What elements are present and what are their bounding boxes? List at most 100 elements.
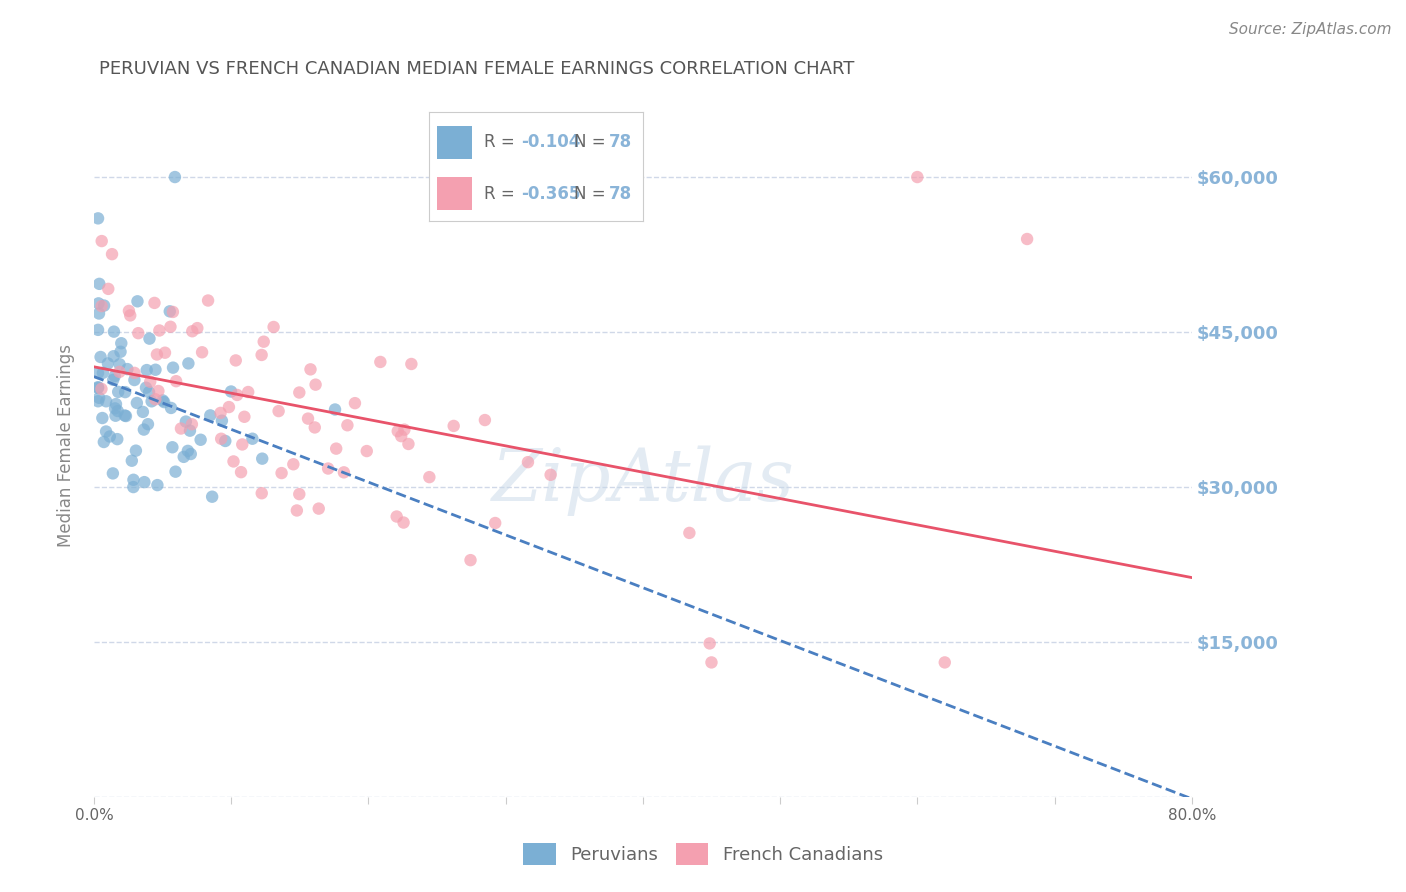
Point <box>333 466 356 480</box>
Point <box>108 365 131 379</box>
Point <box>107 404 129 418</box>
Point <box>343 396 366 410</box>
Point <box>304 377 326 392</box>
Point <box>222 454 245 468</box>
Point <box>540 467 562 482</box>
Point <box>89 391 111 405</box>
Point <box>141 394 163 409</box>
Point <box>122 473 145 487</box>
Point <box>180 447 202 461</box>
Point <box>127 294 149 309</box>
Point <box>170 421 193 435</box>
Point <box>174 415 197 429</box>
Point <box>120 309 142 323</box>
Point <box>93 435 115 450</box>
Point <box>98 429 121 443</box>
Point <box>139 375 162 389</box>
Point <box>392 516 415 530</box>
Point <box>148 323 170 337</box>
Point <box>138 332 160 346</box>
Point <box>418 470 440 484</box>
Legend: Peruvians, French Canadians: Peruvians, French Canadians <box>515 834 891 874</box>
Point <box>105 432 128 446</box>
Point <box>153 345 176 359</box>
Point <box>87 366 110 380</box>
Point <box>101 467 124 481</box>
Point <box>242 432 264 446</box>
Point <box>136 417 159 432</box>
Point <box>121 454 143 468</box>
Point <box>700 656 723 670</box>
Point <box>297 411 319 425</box>
Point <box>146 478 169 492</box>
Point <box>160 401 183 415</box>
Point <box>94 394 117 409</box>
Y-axis label: Median Female Earnings: Median Female Earnings <box>58 344 75 547</box>
Point <box>87 381 110 395</box>
Point <box>263 320 285 334</box>
Point <box>308 501 330 516</box>
Point <box>132 405 155 419</box>
Point <box>143 296 166 310</box>
Point <box>934 656 956 670</box>
Point <box>209 432 232 446</box>
Point <box>299 362 322 376</box>
Point <box>138 385 160 400</box>
Point <box>107 384 129 399</box>
Point <box>159 304 181 318</box>
Point <box>124 366 146 380</box>
Point <box>218 400 240 414</box>
Point <box>285 503 308 517</box>
Point <box>97 356 120 370</box>
Point <box>905 169 928 184</box>
Point <box>148 384 170 398</box>
Point <box>117 362 139 376</box>
Point <box>87 380 110 394</box>
Point <box>104 369 127 384</box>
Point <box>201 490 224 504</box>
Point <box>270 466 292 480</box>
Point <box>181 324 204 338</box>
Point <box>104 409 127 423</box>
Point <box>389 429 412 443</box>
Point <box>323 402 346 417</box>
Point <box>356 444 378 458</box>
Text: PERUVIAN VS FRENCH CANADIAN MEDIAN FEMALE EARNINGS CORRELATION CHART: PERUVIAN VS FRENCH CANADIAN MEDIAN FEMAL… <box>100 60 855 78</box>
Point <box>233 409 256 424</box>
Point <box>87 306 110 320</box>
Point <box>162 440 184 454</box>
Point <box>101 247 124 261</box>
Point <box>89 277 111 291</box>
Point <box>91 411 114 425</box>
Point <box>114 409 136 423</box>
Point <box>253 334 276 349</box>
Point <box>165 465 187 479</box>
Point <box>159 319 181 334</box>
Point <box>135 381 157 395</box>
Point <box>103 373 125 387</box>
Point <box>143 392 166 407</box>
Point <box>250 348 273 362</box>
Point <box>401 357 423 371</box>
Point <box>180 417 202 432</box>
Point <box>517 455 540 469</box>
Point <box>250 486 273 500</box>
Point <box>90 350 112 364</box>
Point <box>114 385 136 400</box>
Point <box>288 385 311 400</box>
Point <box>90 234 112 248</box>
Point <box>325 442 347 456</box>
Point <box>134 475 156 489</box>
Point <box>110 344 132 359</box>
Point <box>122 480 145 494</box>
Point <box>186 321 208 335</box>
Point <box>110 336 132 351</box>
Point <box>87 211 110 226</box>
Point <box>153 395 176 409</box>
Point <box>484 516 506 530</box>
Point <box>209 406 232 420</box>
Point <box>316 461 339 475</box>
Point <box>267 404 290 418</box>
Point <box>165 374 187 388</box>
Point <box>177 443 200 458</box>
